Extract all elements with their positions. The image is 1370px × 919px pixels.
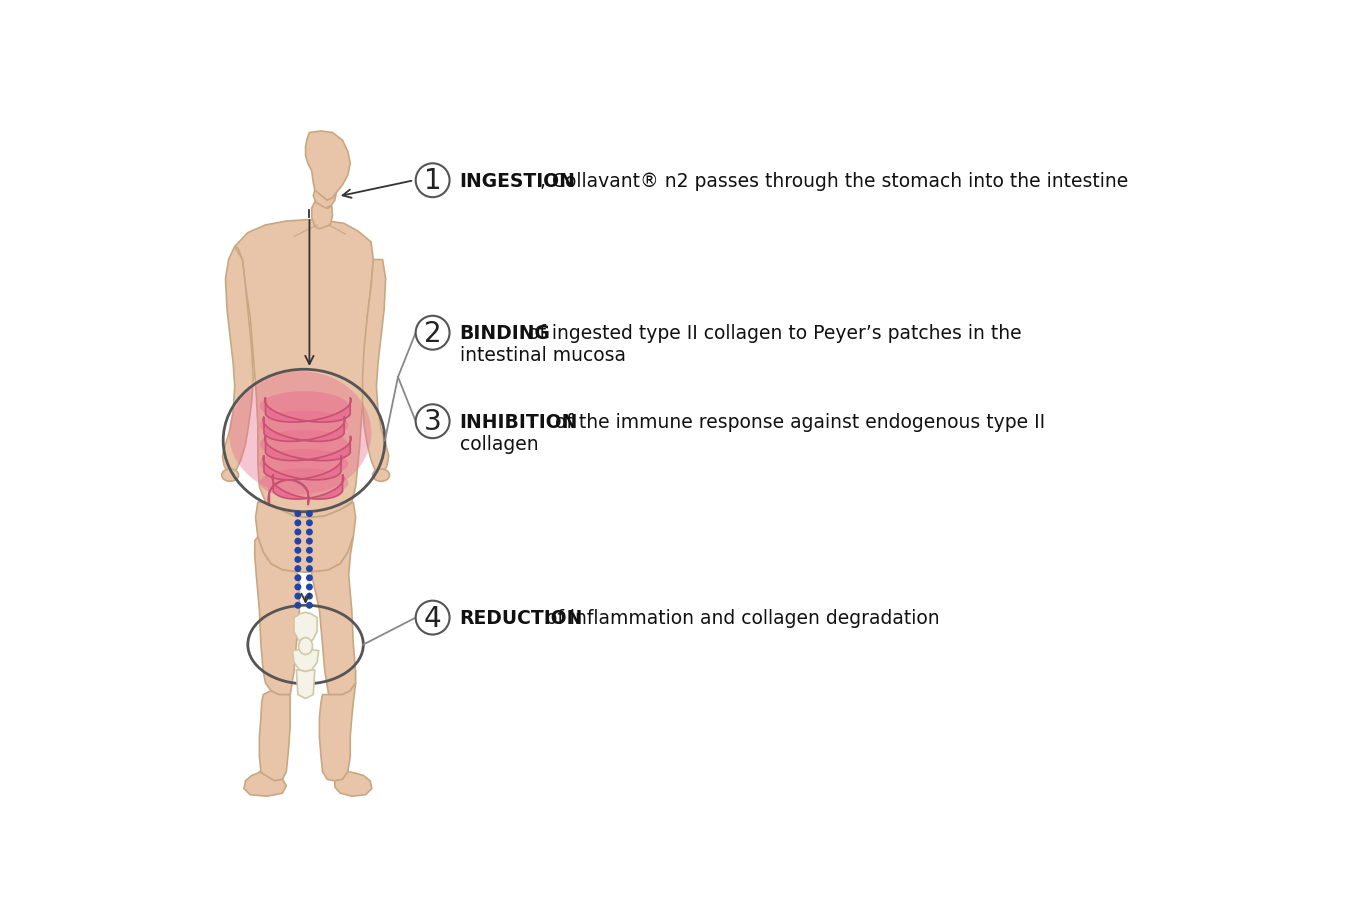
Text: , Collavant® n2 passes through the stomach into the intestine: , Collavant® n2 passes through the stoma… bbox=[540, 172, 1129, 191]
Ellipse shape bbox=[306, 511, 312, 517]
Polygon shape bbox=[312, 538, 356, 695]
Ellipse shape bbox=[306, 584, 312, 591]
Ellipse shape bbox=[295, 584, 301, 591]
Polygon shape bbox=[222, 247, 253, 473]
Circle shape bbox=[415, 601, 449, 635]
Polygon shape bbox=[256, 503, 356, 573]
Circle shape bbox=[415, 165, 449, 198]
Text: INGESTION: INGESTION bbox=[459, 172, 575, 191]
Polygon shape bbox=[269, 481, 310, 505]
Ellipse shape bbox=[306, 574, 312, 582]
Text: 2: 2 bbox=[423, 319, 441, 347]
Text: INHIBITION: INHIBITION bbox=[459, 413, 578, 432]
Ellipse shape bbox=[295, 574, 301, 582]
Text: of the immune response against endogenous type II: of the immune response against endogenou… bbox=[549, 413, 1045, 432]
Text: of ingested type II collagen to Peyer’s patches in the: of ingested type II collagen to Peyer’s … bbox=[522, 324, 1022, 343]
Text: REDUCTION: REDUCTION bbox=[459, 608, 584, 628]
Ellipse shape bbox=[260, 391, 348, 421]
Polygon shape bbox=[263, 417, 345, 442]
Polygon shape bbox=[259, 691, 290, 781]
Ellipse shape bbox=[260, 411, 348, 440]
Polygon shape bbox=[314, 191, 337, 209]
Text: 1: 1 bbox=[423, 167, 441, 195]
Ellipse shape bbox=[260, 449, 348, 479]
Polygon shape bbox=[255, 538, 300, 695]
Text: of inflammation and collagen degradation: of inflammation and collagen degradation bbox=[540, 608, 940, 628]
Polygon shape bbox=[264, 437, 351, 461]
Text: intestinal mucosa: intestinal mucosa bbox=[459, 346, 626, 365]
Polygon shape bbox=[263, 456, 342, 481]
Ellipse shape bbox=[306, 556, 312, 563]
Polygon shape bbox=[234, 221, 374, 518]
Polygon shape bbox=[295, 613, 316, 645]
Polygon shape bbox=[296, 670, 315, 698]
Ellipse shape bbox=[306, 602, 312, 609]
Circle shape bbox=[415, 405, 449, 438]
Ellipse shape bbox=[295, 602, 301, 609]
Ellipse shape bbox=[299, 638, 312, 655]
Ellipse shape bbox=[306, 547, 312, 554]
Polygon shape bbox=[292, 649, 319, 672]
Polygon shape bbox=[306, 131, 351, 201]
Ellipse shape bbox=[222, 470, 238, 482]
Ellipse shape bbox=[295, 539, 301, 545]
Ellipse shape bbox=[295, 529, 301, 536]
Ellipse shape bbox=[295, 520, 301, 527]
Ellipse shape bbox=[306, 539, 312, 545]
Ellipse shape bbox=[373, 470, 389, 482]
Polygon shape bbox=[319, 684, 356, 781]
Ellipse shape bbox=[295, 547, 301, 554]
Ellipse shape bbox=[295, 593, 301, 600]
Ellipse shape bbox=[229, 372, 371, 494]
Text: collagen: collagen bbox=[459, 434, 538, 453]
Polygon shape bbox=[273, 475, 344, 500]
Ellipse shape bbox=[306, 593, 312, 600]
Ellipse shape bbox=[295, 556, 301, 563]
Polygon shape bbox=[312, 202, 333, 230]
Circle shape bbox=[415, 316, 449, 350]
Text: 4: 4 bbox=[423, 604, 441, 632]
Ellipse shape bbox=[295, 565, 301, 573]
Polygon shape bbox=[363, 260, 389, 473]
Ellipse shape bbox=[260, 469, 348, 498]
Polygon shape bbox=[264, 398, 351, 423]
Ellipse shape bbox=[306, 565, 312, 573]
Polygon shape bbox=[334, 772, 371, 797]
Ellipse shape bbox=[306, 520, 312, 527]
Text: BINDING: BINDING bbox=[459, 324, 551, 343]
Ellipse shape bbox=[260, 430, 348, 460]
Text: 3: 3 bbox=[423, 408, 441, 436]
Ellipse shape bbox=[306, 529, 312, 536]
Polygon shape bbox=[244, 772, 286, 797]
Ellipse shape bbox=[295, 511, 301, 517]
